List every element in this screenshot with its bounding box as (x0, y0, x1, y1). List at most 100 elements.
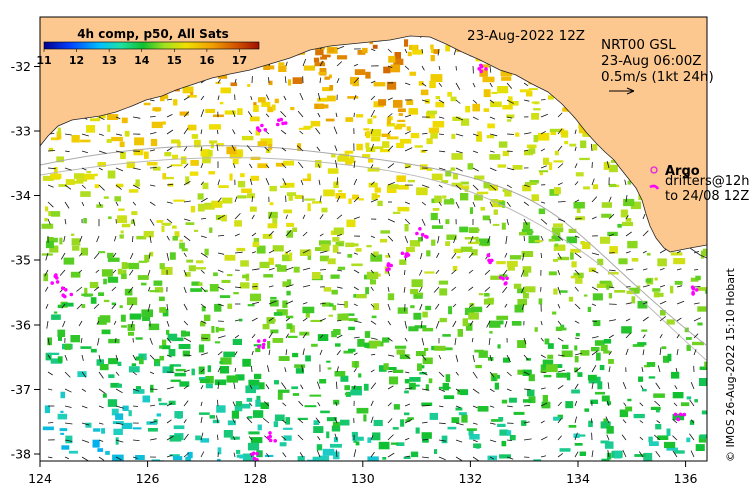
sst-patch (130, 219, 135, 225)
current-vector (455, 439, 463, 443)
sst-patch (370, 279, 376, 285)
sst-patch (347, 96, 359, 99)
sst-patch (202, 155, 211, 164)
sst-patch (307, 254, 312, 260)
sst-patch (601, 458, 610, 461)
current-vector (421, 388, 430, 391)
current-vector (132, 235, 134, 243)
sst-patch (648, 436, 653, 443)
sst-patch (434, 449, 438, 454)
sst-patch (542, 359, 554, 368)
current-vector (404, 65, 410, 70)
sst-patch (117, 361, 122, 366)
sst-patch (603, 350, 611, 354)
sst-patch (538, 170, 549, 173)
current-vector (404, 130, 411, 135)
sst-patch (439, 317, 447, 323)
current-vector (403, 286, 406, 293)
sst-patch (201, 333, 211, 342)
drifter-point (261, 342, 266, 347)
sst-patch (149, 251, 154, 257)
current-vector (622, 449, 627, 458)
y-tick: -37 (11, 382, 40, 397)
sst-patch (50, 358, 62, 364)
sst-patch (161, 345, 171, 350)
sst-patch (553, 258, 558, 262)
drifter-point (268, 438, 273, 443)
x-tick: 128 (243, 461, 267, 486)
current-vector (370, 416, 374, 424)
current-vector (574, 320, 580, 324)
drifter-point (676, 417, 680, 421)
current-vector (387, 385, 394, 390)
sst-patch (322, 448, 335, 456)
sst-patch (47, 337, 52, 346)
current-vector (387, 48, 392, 53)
sst-patch (503, 357, 510, 363)
current-vector (232, 436, 236, 441)
sst-patch (575, 434, 586, 437)
current-vector (387, 145, 394, 152)
sst-patch (373, 303, 379, 310)
sst-patch (573, 201, 585, 209)
sst-patch (261, 101, 271, 107)
sst-patch (367, 118, 373, 124)
current-vector (370, 128, 374, 135)
sst-patch (517, 288, 526, 294)
sst-patch (124, 130, 130, 137)
current-vector (315, 127, 321, 135)
current-vector (200, 129, 203, 135)
sst-patch (531, 194, 539, 202)
sst-patch (374, 187, 381, 193)
sst-patch (96, 204, 104, 208)
sst-patch (150, 384, 154, 393)
sst-patch (286, 222, 294, 227)
current-vector (115, 371, 120, 376)
sst-patch (431, 198, 437, 204)
sst-patch (257, 141, 267, 147)
current-vector (282, 452, 287, 458)
sst-patch (670, 252, 683, 256)
drifter-point (678, 412, 683, 417)
drifter-point (498, 275, 503, 280)
sst-patch (128, 189, 139, 193)
sst-patch (121, 422, 133, 429)
current-vector (370, 80, 376, 84)
current-vector (438, 218, 441, 224)
sst-patch (136, 235, 147, 240)
sst-patch (553, 244, 566, 251)
sst-patch (617, 223, 622, 228)
sst-patch (489, 320, 501, 328)
sst-patch (207, 150, 213, 157)
current-vector (404, 387, 413, 390)
current-vector (472, 116, 479, 121)
sst-patch (115, 413, 124, 420)
sst-patch (248, 379, 260, 386)
sst-patch (279, 442, 287, 447)
sst-patch (673, 258, 686, 265)
sst-patch (149, 290, 160, 293)
sst-patch (335, 193, 346, 199)
sst-patch (666, 428, 671, 436)
sst-patch (153, 166, 161, 171)
sst-patch (274, 98, 279, 104)
current-vector (574, 199, 580, 203)
sst-patch (352, 79, 359, 87)
sst-patch (559, 290, 568, 293)
current-vector (166, 252, 170, 261)
sst-patch (477, 406, 489, 412)
sst-patch (128, 410, 132, 417)
current-vector (284, 76, 287, 84)
sst-patch (139, 358, 144, 365)
sst-patch (117, 215, 127, 223)
sst-patch (189, 460, 198, 461)
sst-patch (45, 352, 52, 361)
sst-patch (273, 312, 283, 316)
sst-patch (498, 141, 508, 148)
current-vector (232, 129, 236, 135)
drifter-point (256, 339, 261, 343)
sst-patch (550, 130, 557, 135)
sst-patch (390, 64, 401, 73)
colorbar-gradient (43, 41, 260, 50)
sst-patch (483, 89, 491, 98)
